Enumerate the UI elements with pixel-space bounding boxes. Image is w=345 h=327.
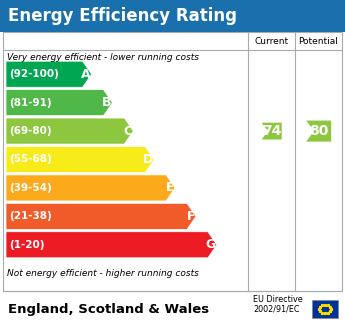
Text: (92-100): (92-100): [9, 69, 59, 79]
Bar: [312, 300, 338, 318]
Polygon shape: [6, 232, 217, 258]
Text: 2002/91/EC: 2002/91/EC: [253, 305, 299, 314]
Text: EU Directive: EU Directive: [253, 295, 303, 304]
Polygon shape: [6, 61, 91, 87]
Text: (55-68): (55-68): [9, 154, 52, 164]
Polygon shape: [305, 120, 332, 142]
Text: B: B: [102, 96, 111, 109]
Text: C: C: [123, 125, 132, 138]
Text: Potential: Potential: [298, 37, 338, 45]
Polygon shape: [6, 203, 196, 229]
Text: Very energy efficient - lower running costs: Very energy efficient - lower running co…: [7, 53, 199, 62]
Polygon shape: [261, 122, 282, 140]
Text: (21-38): (21-38): [9, 211, 52, 221]
Text: (69-80): (69-80): [9, 126, 52, 136]
Text: Not energy efficient - higher running costs: Not energy efficient - higher running co…: [7, 269, 199, 278]
Text: D: D: [143, 153, 153, 166]
Text: Energy Efficiency Rating: Energy Efficiency Rating: [8, 7, 237, 25]
Text: 74: 74: [263, 124, 282, 138]
Text: A: A: [81, 68, 90, 81]
Text: (39-54): (39-54): [9, 183, 52, 193]
Polygon shape: [6, 90, 112, 116]
Text: F: F: [186, 210, 195, 223]
Text: Current: Current: [255, 37, 288, 45]
Text: England, Scotland & Wales: England, Scotland & Wales: [8, 302, 209, 316]
Polygon shape: [6, 118, 133, 144]
Text: E: E: [166, 181, 174, 195]
Polygon shape: [6, 146, 154, 173]
Polygon shape: [6, 175, 175, 201]
Text: (81-91): (81-91): [9, 98, 52, 108]
Bar: [3, 32, 342, 291]
Bar: [0, 0, 345, 32]
Text: G: G: [206, 238, 216, 251]
Text: (1-20): (1-20): [9, 240, 45, 250]
Text: 80: 80: [309, 124, 329, 138]
